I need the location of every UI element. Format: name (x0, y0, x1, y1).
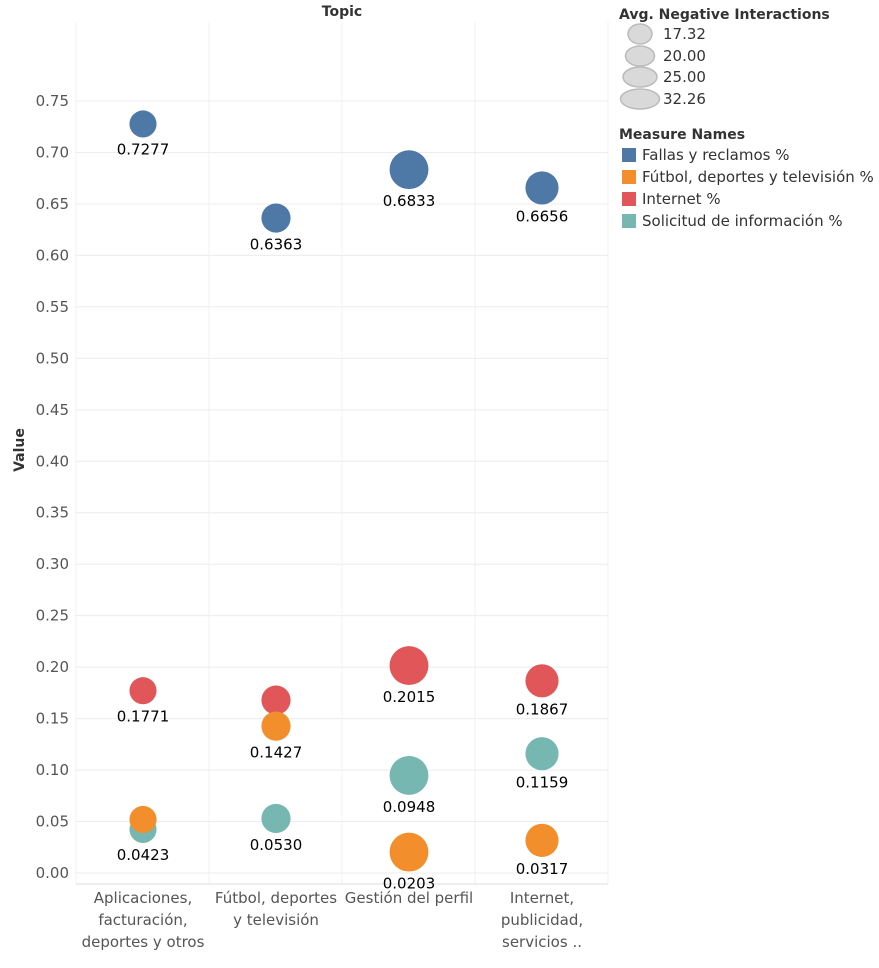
data-point (129, 805, 157, 834)
size-legend-swatch (624, 45, 656, 67)
y-tick-label: 0.20 (36, 658, 69, 676)
x-tick-label: y televisión (233, 911, 319, 929)
data-label: 0.6833 (383, 192, 436, 210)
data-label: 0.0530 (250, 836, 303, 854)
color-legend-title: Measure Names (619, 127, 745, 143)
x-tick-label: Gestión del perfil (345, 889, 473, 907)
x-tick-label: Internet, (510, 889, 574, 907)
y-axis-label: Value (12, 428, 28, 472)
color-legend-label: Fútbol, deportes y televisión % (642, 168, 874, 186)
y-tick-label: 0.10 (36, 761, 69, 779)
x-tick-label: Fútbol, deportes (215, 889, 337, 907)
size-legend: Avg. Negative Interactions 17.32 20.00 25.… (619, 7, 830, 110)
size-legend-swatch (619, 88, 661, 110)
y-tick-label: 0.70 (36, 143, 69, 161)
data-label: 0.7277 (117, 141, 170, 159)
data-label: 0.0317 (516, 860, 569, 878)
size-legend-swatch (627, 23, 653, 45)
data-label: 0.6656 (516, 207, 569, 225)
y-tick-label: 0.65 (36, 195, 69, 213)
data-point (129, 110, 157, 138)
data-label: 0.1867 (516, 700, 569, 718)
data-point (389, 150, 429, 190)
data-point (389, 832, 429, 872)
y-tick-label: 0.30 (36, 555, 69, 573)
data-label: 0.0423 (117, 846, 170, 864)
data-label: 0.2015 (383, 688, 436, 706)
x-tick-label: deportes y otros (82, 933, 205, 951)
data-point (525, 823, 559, 857)
size-legend-label: 17.32 (663, 25, 706, 43)
plot-area: 0.7277 0.6363 0.6833 0.6656 0.1427 0.0203 0.03… (117, 110, 569, 893)
x-axis: Aplicaciones, facturación, deportes y otro… (82, 889, 584, 951)
y-tick-label: 0.40 (36, 452, 69, 470)
data-point (261, 203, 291, 233)
x-tick-label: servicios .. (502, 933, 582, 951)
data-label: 0.1427 (250, 744, 303, 762)
gridlines (75, 22, 609, 885)
data-point (389, 755, 429, 795)
data-label: 0.6363 (250, 236, 303, 254)
data-point (261, 803, 291, 834)
y-tick-label: 0.35 (36, 504, 69, 522)
data-label: 0.0203 (383, 875, 436, 893)
y-tick-label: 0.55 (36, 298, 69, 316)
chart-title: Topic (322, 4, 362, 20)
color-legend-swatch (622, 214, 636, 228)
data-point (261, 685, 291, 715)
color-legend-label: Solicitud de información % (642, 212, 843, 230)
color-legend-swatch (622, 192, 636, 206)
color-legend: Measure Names Fallas y reclamos % Fútbol,… (619, 127, 874, 230)
data-label: 0.1771 (117, 707, 170, 725)
color-legend-label: Internet % (642, 190, 721, 208)
y-tick-label: 0.60 (36, 246, 69, 264)
color-legend-swatch (622, 148, 636, 162)
size-legend-swatch (622, 66, 658, 88)
y-tick-label: 0.75 (36, 92, 69, 110)
y-tick-label: 0.05 (36, 813, 69, 831)
size-legend-label: 20.00 (663, 47, 706, 65)
color-legend-label: Fallas y reclamos % (642, 146, 790, 164)
data-label: 0.1159 (516, 773, 569, 791)
size-legend-label: 32.26 (663, 90, 706, 108)
y-tick-label: 0.15 (36, 710, 69, 728)
y-tick-label: 0.50 (36, 349, 69, 367)
y-tick-label: 0.00 (36, 864, 69, 882)
x-tick-label: facturación, (98, 911, 187, 929)
size-legend-title: Avg. Negative Interactions (619, 7, 830, 23)
x-tick-label: Aplicaciones, (94, 889, 192, 907)
data-label: 0.0948 (383, 798, 436, 816)
data-point (129, 677, 157, 705)
y-tick-label: 0.25 (36, 607, 69, 625)
y-tick-label: 0.45 (36, 401, 69, 419)
color-legend-swatch (622, 170, 636, 184)
size-legend-label: 25.00 (663, 68, 706, 86)
data-point (389, 646, 429, 686)
x-tick-label: publicidad, (501, 911, 583, 929)
data-point (525, 171, 559, 205)
data-point (525, 737, 559, 771)
data-point (261, 711, 291, 741)
y-axis: 0.00 0.05 0.10 0.15 0.20 0.25 0.30 0.35 0.40 0.45… (36, 92, 69, 882)
data-point (525, 664, 559, 698)
